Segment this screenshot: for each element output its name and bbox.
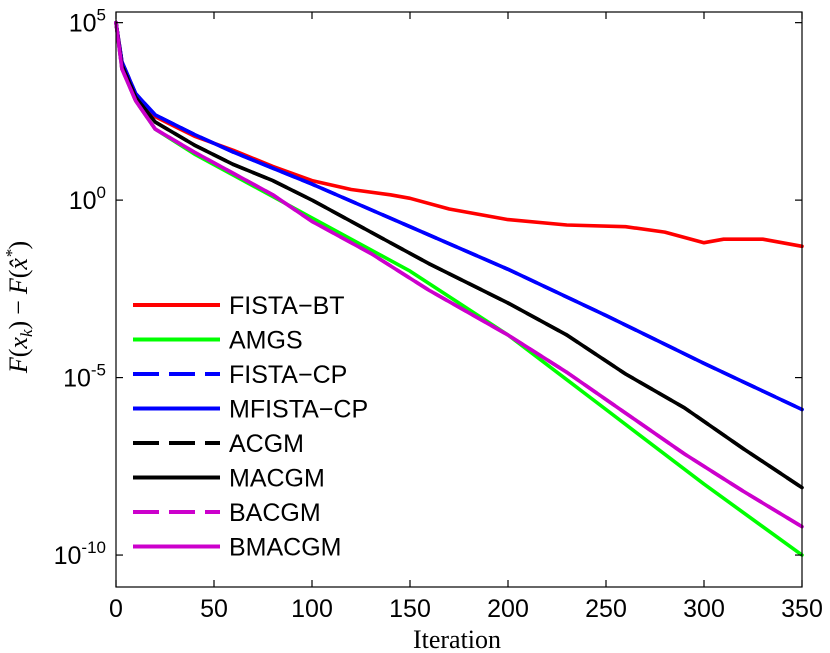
- x-tick-label-6: 300: [683, 595, 725, 623]
- plot-frame: [115, 11, 803, 588]
- y-label-lp1: (: [4, 349, 33, 358]
- series-line-0: [114, 20, 804, 249]
- legend-label-2: FISTA−CP: [229, 361, 347, 389]
- legend-label-1: AMGS: [229, 327, 303, 355]
- legend-label-5: MACGM: [229, 465, 325, 493]
- legend-label-6: BACGM: [229, 499, 321, 527]
- x-tick-label-3: 150: [389, 595, 431, 623]
- legend-label-4: ACGM: [229, 430, 304, 458]
- y-tick-exponent-0: 5: [97, 6, 106, 25]
- legend-label-3: MFISTA−CP: [229, 396, 368, 424]
- y-tick-label-2: 10-5: [63, 361, 106, 393]
- y-label-lp2: (: [4, 270, 33, 279]
- y-label-rp2: ): [4, 241, 33, 250]
- x-tick-label-0: 0: [109, 595, 123, 623]
- y-tick-exponent-2: -5: [91, 361, 106, 380]
- y-tick-label-3: 10-10: [54, 538, 106, 570]
- y-label-x: x: [4, 337, 33, 350]
- series-line-3: [114, 20, 804, 412]
- legend-label-7: BMACGM: [229, 534, 342, 562]
- x-tick-label-1: 50: [200, 595, 228, 623]
- legend-label-0: FISTA−BT: [229, 292, 345, 320]
- y-label-f2: F: [4, 277, 33, 295]
- series-line-7: [114, 20, 804, 529]
- x-tick-label-2: 100: [291, 595, 333, 623]
- y-tick-label-1: 100: [69, 183, 106, 215]
- y-label-xhat: x̂: [4, 258, 33, 271]
- y-tick-exponent-1: 0: [97, 183, 106, 202]
- y-label-f1: F: [4, 356, 33, 374]
- y-tick-label-0: 105: [69, 6, 106, 38]
- plot-lines: [114, 20, 804, 557]
- x-tick-label-5: 250: [585, 595, 627, 623]
- series-line-5: [114, 20, 804, 490]
- y-label-rp1: ): [4, 321, 33, 330]
- y-label-minus: −: [4, 300, 33, 315]
- y-tick-exponent-3: -10: [81, 538, 106, 557]
- series-line-6: [114, 20, 804, 529]
- x-axis-label: Iteration: [413, 625, 501, 653]
- legend: FISTA−BT AMGS FISTA−CP MFISTA−CP ACGM MACGM BA…: [133, 292, 368, 562]
- y-label-k: k: [17, 329, 36, 337]
- series-line-1: [114, 20, 804, 557]
- y-axis-label: F(xk)−F(x̂*): [2, 241, 36, 374]
- axis-ticks: [115, 12, 803, 587]
- x-tick-label-7: 350: [781, 595, 823, 623]
- series-line-2: [114, 20, 804, 412]
- y-label-star: *: [2, 249, 21, 258]
- x-tick-label-4: 200: [487, 595, 529, 623]
